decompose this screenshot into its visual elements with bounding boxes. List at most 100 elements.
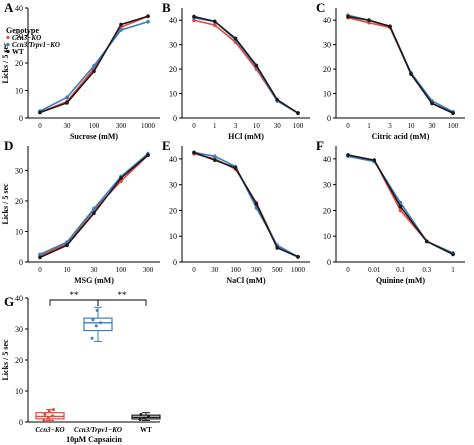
legend-item-label: WT [12,48,24,56]
x-tick-label: 300 [116,122,127,130]
x-tick-label: 0 [346,122,350,130]
data-point-wt [275,246,280,250]
data-point-wt [430,101,434,106]
y-tick-label: 30 [169,41,177,50]
data-point-wt [92,69,96,74]
panel-letter: G [4,294,14,309]
legend-swatch-ccn3 [6,35,10,40]
box-point-ccn3 [42,418,46,422]
box-point-double [90,336,94,340]
box-point-double [94,324,98,328]
x-tick-label: 1 [367,122,371,130]
y-tick-label: 30 [169,181,177,190]
data-point-wt [233,166,238,170]
panel-B: B 0 10 20 30 40 0 1 3 10 30 100 HCl (mM) [162,0,310,141]
x-tick-label: 100 [293,122,304,130]
data-point-ccn3 [213,23,217,27]
data-point-wt [65,101,69,105]
data-point-wt [451,111,455,115]
data-point-wt [233,36,238,41]
x-tick-label: 30 [211,266,219,274]
y-tick-label: 0 [19,418,23,427]
panel-E: E 0 10 20 30 40 0 30 100 300 500 1000 NaCl (mM) [162,138,310,285]
panel-letter: E [162,138,171,153]
legend-swatch-double [6,42,10,47]
x-tick-label: 30 [274,122,282,130]
legend-swatch-wt [6,49,10,54]
y-tick-label: 0 [327,114,331,123]
y-tick-label: 10 [15,87,23,96]
box-point-ccn3 [52,408,55,412]
x-tick-label: 100 [89,122,100,130]
data-point-double [38,252,42,257]
y-tick-label: 20 [169,206,177,215]
x-tick-label: 0 [192,266,196,274]
y-tick-label: 20 [169,65,177,74]
significance-bracket [49,299,99,306]
y-tick-label: 40 [15,4,23,13]
y-tick-label: 10 [323,232,331,241]
data-point-wt [398,204,403,209]
y-tick-label: 30 [323,181,331,190]
panel-G: G 0 10 20 30 40 Licks / 5 sec Ccn3−KO Ccn3/Trpv1… [1,290,161,444]
x-tick-label: 0.3 [422,266,431,274]
box-double [83,317,113,332]
y-tick-label: 10 [169,90,177,99]
series-line-ccn3 [39,154,149,257]
data-point-double [146,19,150,24]
panel-letter: C [316,0,325,15]
data-point-wt [146,153,150,157]
box-point-double [99,321,103,325]
series-line-double [347,14,454,113]
data-point-wt [92,211,96,215]
y-tick-label: 40 [323,16,331,25]
box-point-ccn3 [51,414,55,418]
data-point-double [213,154,217,159]
data-point-wt [346,14,350,19]
x-axis-title: NaCl (mM) [226,276,266,285]
data-point-wt [372,158,377,162]
x-tick-label: 0 [38,122,42,130]
y-tick-label: 0 [173,114,177,123]
legend-item-label: Ccn3/Trpv1−KO [12,41,60,49]
x-tick-label: 3 [234,122,238,130]
x-tick-label: 10 [253,122,261,130]
y-tick-label: 20 [15,59,23,68]
data-point-double [92,63,96,68]
y-tick-label: 30 [15,325,23,334]
y-axis-title: Licks / 5 sec [1,42,10,84]
x-tick-label: 500 [272,266,283,274]
data-point-wt [192,14,196,19]
box-point-ccn3 [46,416,50,420]
y-axis-title: Licks / 5 sec [1,183,10,225]
series-line-double [193,151,299,258]
series-line-ccn3 [193,19,299,114]
data-point-wt [119,176,123,180]
series-line-wt [193,15,299,114]
y-tick-label: 30 [15,32,23,41]
panel-letter: A [4,0,14,15]
series-line-double [193,16,299,114]
data-point-double [65,95,69,100]
data-point-wt [409,72,413,76]
data-point-wt [424,239,429,244]
x-tick-label: 0 [346,266,350,274]
data-point-double [92,206,96,211]
panel-letter: D [4,138,13,153]
x-tick-label: 3 [388,122,392,130]
y-tick-label: 20 [323,206,331,215]
data-point-wt [296,111,300,115]
x-axis-title: 10μM Capsaicin [66,435,122,444]
box-point-double [95,308,99,312]
panel-C: C 0 10 20 30 40 0 1 3 10 30 100 Citric acid (mM) [316,0,465,141]
significance-label: ** [118,290,128,300]
panel-D: D 0 10 20 30 Licks / 5 sec 0 10 30 100 300 MSG (mM) [1,138,160,285]
y-tick-label: 40 [169,155,177,164]
panel-F: F 0 10 20 30 40 0 0.01 0.1 0.3 1 Quinine (mM) [316,138,465,285]
x-axis-title: Sucrose (mM) [70,132,118,141]
y-tick-label: 30 [323,41,331,50]
data-point-ccn3 [398,208,403,213]
x-tick-label: 100 [230,266,241,274]
